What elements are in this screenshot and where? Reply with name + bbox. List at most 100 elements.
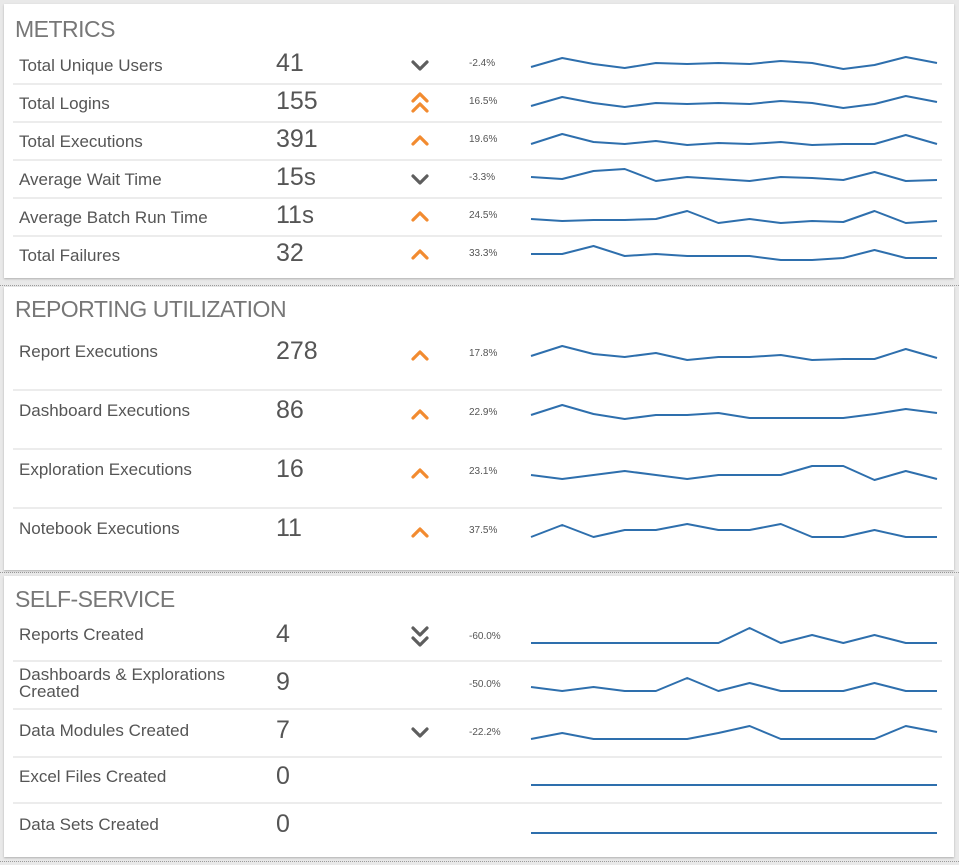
metric-row[interactable]: Average Batch Run Time 11s 24.5% bbox=[4, 198, 954, 237]
metric-value-number: 11 bbox=[276, 201, 302, 229]
metric-row[interactable]: Total Logins 155 16.5% bbox=[4, 84, 954, 123]
metric-row[interactable]: Exploration Executions 16 23.1% bbox=[4, 449, 954, 509]
metric-change-percent: -60.0% bbox=[469, 631, 501, 642]
section-title: SELF-SERVICE bbox=[15, 586, 175, 612]
metric-value-unit: s bbox=[303, 164, 316, 191]
chevron-up-icon bbox=[411, 527, 429, 538]
sparkline-chart bbox=[530, 95, 938, 109]
row-divider bbox=[13, 159, 942, 161]
sparkline-series bbox=[530, 168, 938, 182]
metric-change-percent: 33.3% bbox=[469, 248, 498, 259]
metric-value-number: 16 bbox=[276, 455, 304, 483]
metric-row[interactable]: Data Sets Created 0 bbox=[4, 804, 954, 851]
metric-value-number: 7 bbox=[276, 716, 290, 744]
section-title: REPORTING UTILIZATION bbox=[15, 296, 287, 322]
double-chevron-down-icon bbox=[411, 626, 429, 647]
chevron-up-icon bbox=[411, 468, 429, 479]
chevron-down-icon bbox=[411, 727, 429, 738]
sparkline-series bbox=[530, 133, 938, 146]
metric-row[interactable]: Reports Created 4 -60.0% bbox=[4, 614, 954, 662]
sparkline-chart bbox=[530, 56, 938, 70]
section-card: SELF-SERVICE Reports Created 4 -60.0% Dashbo… bbox=[4, 576, 954, 857]
metric-label: Exploration Executions bbox=[19, 460, 192, 479]
metric-value-number: 0 bbox=[276, 810, 290, 838]
metric-label: Notebook Executions bbox=[19, 519, 180, 538]
sparkline-series bbox=[530, 95, 938, 109]
metric-change-percent: 17.8% bbox=[469, 348, 498, 359]
metric-label: Average Batch Run Time bbox=[19, 208, 208, 227]
row-divider bbox=[13, 708, 942, 710]
sparkline-chart bbox=[530, 404, 938, 420]
metric-value-number: 86 bbox=[276, 396, 304, 424]
metric-label: Dashboard Executions bbox=[19, 401, 191, 420]
chevron-up-icon bbox=[411, 350, 429, 361]
metric-value-number: 41 bbox=[276, 49, 304, 77]
sparkline-chart bbox=[530, 133, 938, 146]
row-divider bbox=[13, 802, 942, 804]
row-divider bbox=[13, 121, 942, 123]
sparkline-chart bbox=[530, 345, 938, 361]
metric-row[interactable]: Dashboard Executions 86 22.9% bbox=[4, 390, 954, 450]
metric-value: 11 bbox=[276, 514, 302, 543]
metric-row[interactable]: Average Wait Time 15s -3.3% bbox=[4, 160, 954, 199]
row-divider bbox=[13, 197, 942, 199]
metric-value: 32 bbox=[276, 239, 304, 268]
metric-row[interactable]: Total Failures 32 33.3% bbox=[4, 236, 954, 274]
chevron-up-icon bbox=[411, 249, 429, 260]
chevron-down-icon bbox=[411, 60, 429, 71]
row-divider bbox=[13, 507, 942, 509]
metric-value-number: 15 bbox=[276, 163, 304, 191]
sparkline-series bbox=[530, 523, 937, 538]
metric-label: Data Sets Created bbox=[19, 815, 159, 834]
metric-label: Total Unique Users bbox=[19, 56, 163, 75]
metric-value: 11s bbox=[276, 201, 314, 230]
metric-value: 41 bbox=[276, 49, 304, 78]
sparkline-series bbox=[530, 210, 938, 224]
sparkline-chart bbox=[530, 677, 937, 692]
sparkline-chart bbox=[530, 210, 938, 224]
metric-change-percent: 16.5% bbox=[469, 96, 498, 107]
metric-value: 155 bbox=[276, 87, 318, 116]
metric-row[interactable]: Total Executions 391 19.6% bbox=[4, 122, 954, 161]
metric-value-number: 155 bbox=[276, 87, 318, 115]
metric-row[interactable]: Notebook Executions 11 37.5% bbox=[4, 508, 954, 567]
chevron-up-icon bbox=[411, 409, 429, 420]
chevron-up-icon bbox=[411, 211, 429, 222]
row-divider bbox=[13, 448, 942, 450]
row-divider bbox=[13, 756, 942, 758]
metric-label: Excel Files Created bbox=[19, 767, 167, 786]
metric-value-number: 9 bbox=[276, 668, 290, 696]
metric-value: 7 bbox=[276, 716, 290, 745]
metric-value-number: 391 bbox=[276, 125, 318, 153]
chevron-up-icon bbox=[411, 135, 429, 146]
metric-value: 0 bbox=[276, 810, 290, 839]
metric-change-percent: -3.3% bbox=[469, 172, 496, 183]
metric-change-percent: 24.5% bbox=[469, 210, 498, 221]
metric-label: Dashboards & Explorations Created bbox=[19, 665, 226, 701]
metric-row[interactable]: Total Unique Users 41 -2.4% bbox=[4, 46, 954, 85]
metric-row[interactable]: Dashboards & Explorations Created 9 -50.0% bbox=[4, 662, 954, 710]
metric-label: Reports Created bbox=[19, 625, 144, 644]
metric-value: 0 bbox=[276, 762, 290, 791]
grid-divider bbox=[0, 861, 959, 862]
metric-label: Data Modules Created bbox=[19, 721, 190, 740]
metric-label: Average Wait Time bbox=[19, 170, 162, 189]
metric-row[interactable]: Data Modules Created 7 -22.2% bbox=[4, 710, 954, 758]
metric-value-unit: s bbox=[301, 202, 314, 229]
metric-row[interactable]: Report Executions 278 17.8% bbox=[4, 331, 954, 391]
sparkline-chart bbox=[531, 245, 937, 261]
metric-row[interactable]: Excel Files Created 0 bbox=[4, 756, 954, 804]
metric-value: 4 bbox=[276, 620, 290, 649]
sparkline-series bbox=[531, 245, 937, 261]
metric-value: 86 bbox=[276, 396, 304, 425]
row-divider bbox=[13, 660, 942, 662]
metric-change-percent: 23.1% bbox=[469, 466, 498, 477]
metric-value-number: 4 bbox=[276, 620, 290, 648]
sparkline-series bbox=[531, 627, 937, 644]
metric-value-number: 0 bbox=[276, 762, 290, 790]
sparkline-series bbox=[530, 465, 938, 481]
metric-label: Total Failures bbox=[19, 246, 121, 265]
metric-label: Total Executions bbox=[19, 132, 143, 151]
metric-change-percent: -2.4% bbox=[469, 58, 496, 69]
sparkline-series bbox=[530, 56, 938, 70]
